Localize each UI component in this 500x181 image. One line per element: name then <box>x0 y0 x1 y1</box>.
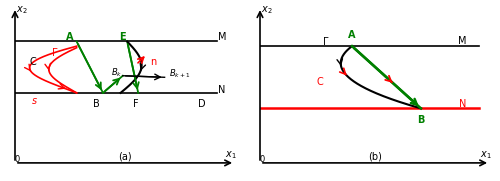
Text: 0: 0 <box>260 155 265 164</box>
Text: $\Gamma$: $\Gamma$ <box>51 46 59 58</box>
Text: $B_k$: $B_k$ <box>110 66 122 79</box>
Text: C: C <box>29 57 36 67</box>
Text: E: E <box>120 32 126 42</box>
Text: (b): (b) <box>368 152 382 162</box>
Text: $B_{k+1}$: $B_{k+1}$ <box>169 68 190 80</box>
Text: 0: 0 <box>14 155 20 164</box>
Text: A: A <box>66 32 74 42</box>
Text: M: M <box>458 37 466 47</box>
Text: $x_2$: $x_2$ <box>261 5 272 16</box>
Text: B: B <box>418 115 424 125</box>
Text: s: s <box>32 96 38 106</box>
Text: $\Gamma$: $\Gamma$ <box>322 35 329 47</box>
Text: (a): (a) <box>118 152 132 162</box>
Text: $x_2$: $x_2$ <box>16 5 28 16</box>
Text: N: N <box>458 99 466 109</box>
Text: n: n <box>150 57 156 67</box>
Text: N: N <box>218 85 226 95</box>
Text: $x_1$: $x_1$ <box>480 149 491 161</box>
Text: $x_1$: $x_1$ <box>225 149 236 161</box>
Text: D: D <box>198 99 206 109</box>
Text: F: F <box>133 99 139 109</box>
Text: B: B <box>93 99 100 109</box>
Text: A: A <box>348 30 356 40</box>
Text: C: C <box>316 77 323 87</box>
Text: M: M <box>218 32 226 42</box>
